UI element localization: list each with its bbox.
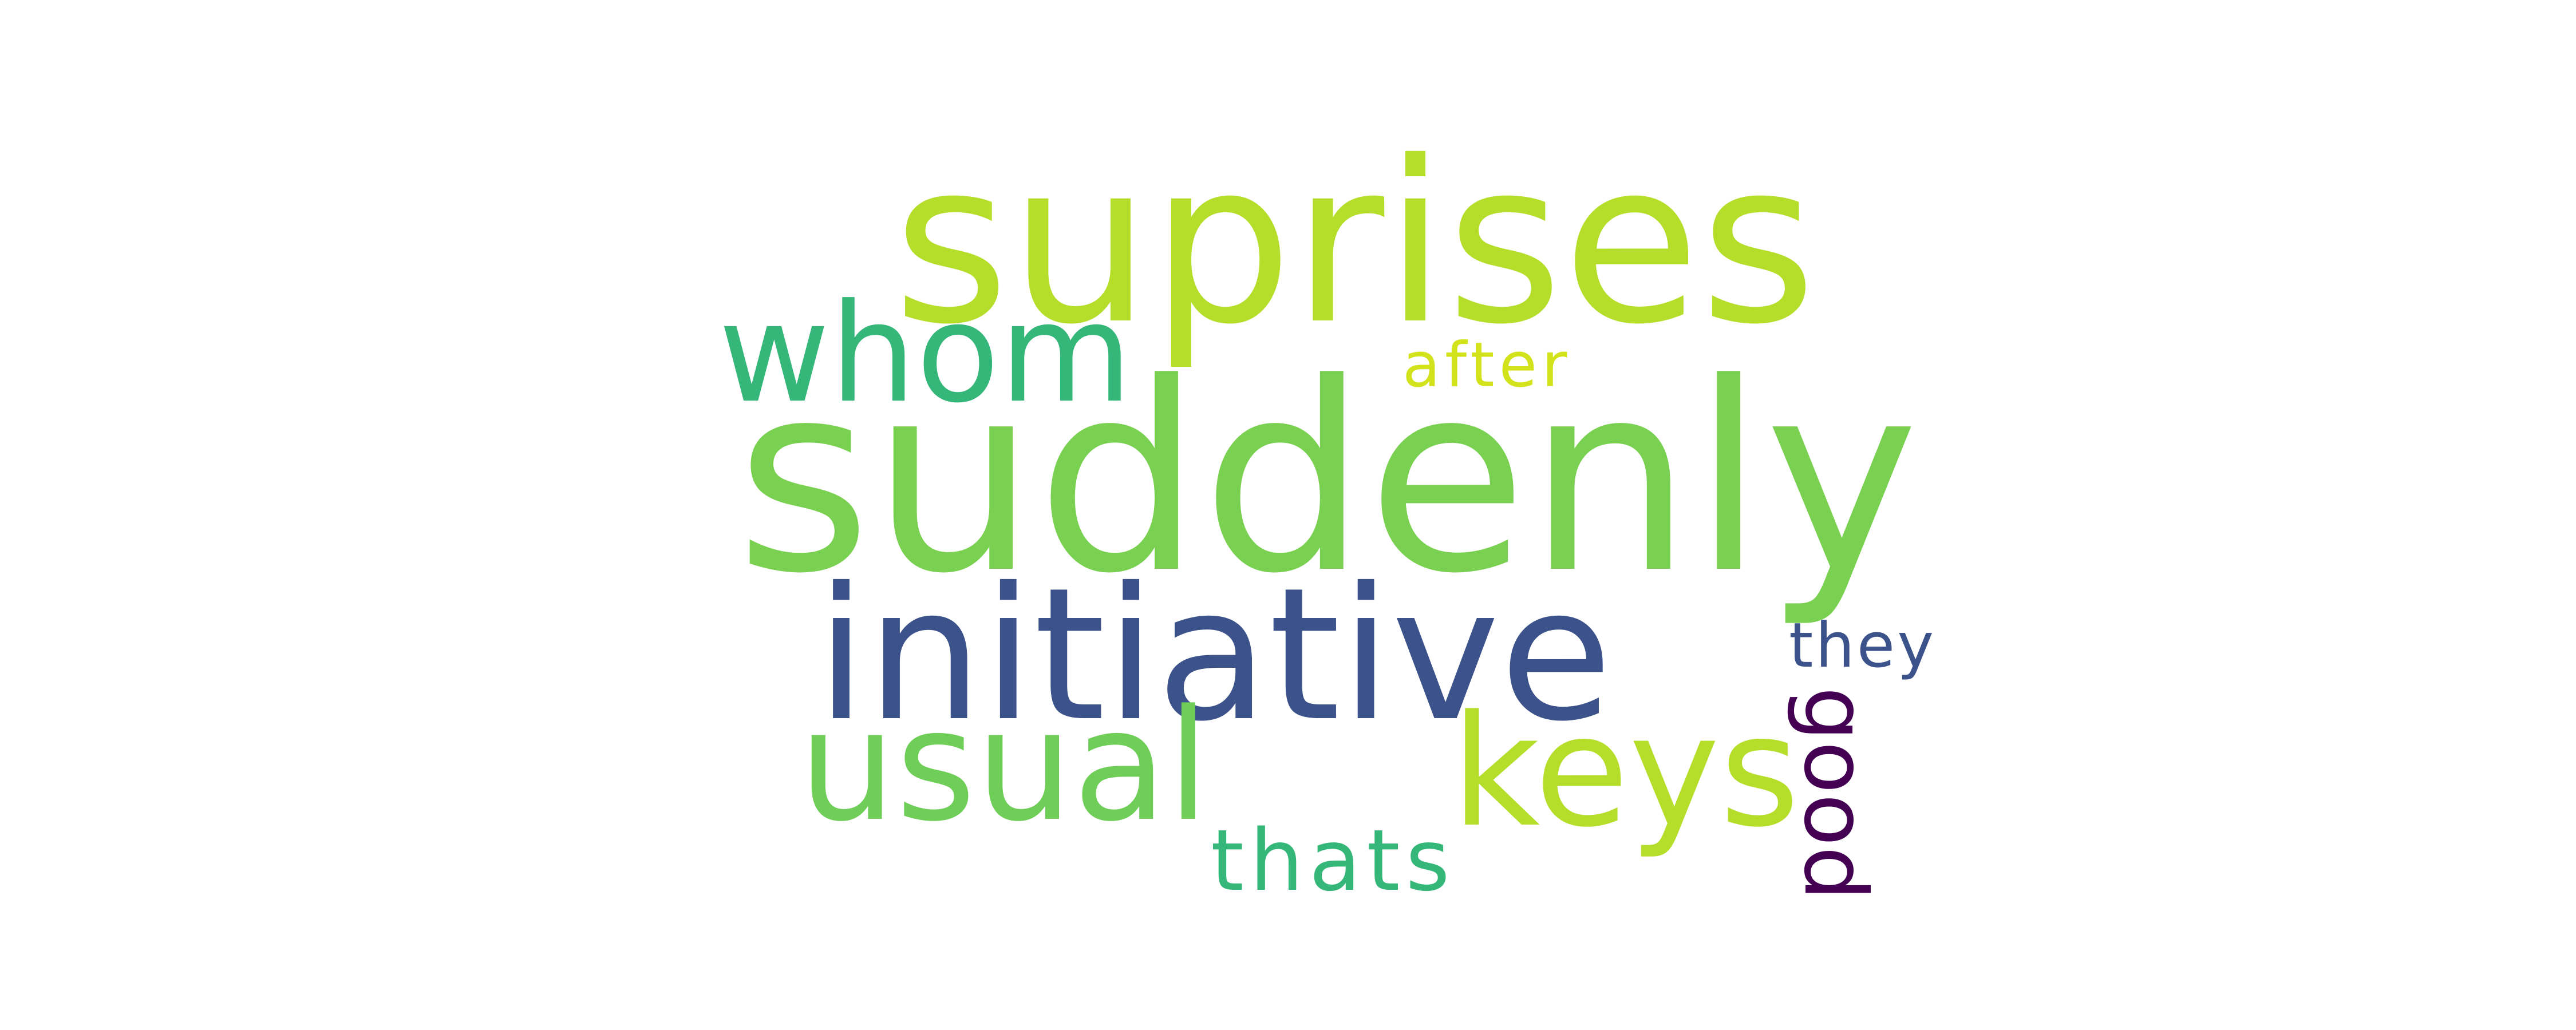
word-good: good	[1785, 687, 1884, 901]
word-keys: keys	[1451, 683, 1800, 861]
word-whom: whom	[718, 275, 1132, 433]
word-after: after	[1402, 330, 1572, 401]
word-thats: thats	[1211, 811, 1456, 910]
word-usual: usual	[799, 677, 1210, 855]
word-initiative: initiative	[816, 549, 1613, 762]
word-suddenly: suddenly	[736, 328, 1919, 631]
word-they: they	[1789, 610, 1937, 682]
word-suprises: suprises	[893, 113, 1816, 373]
